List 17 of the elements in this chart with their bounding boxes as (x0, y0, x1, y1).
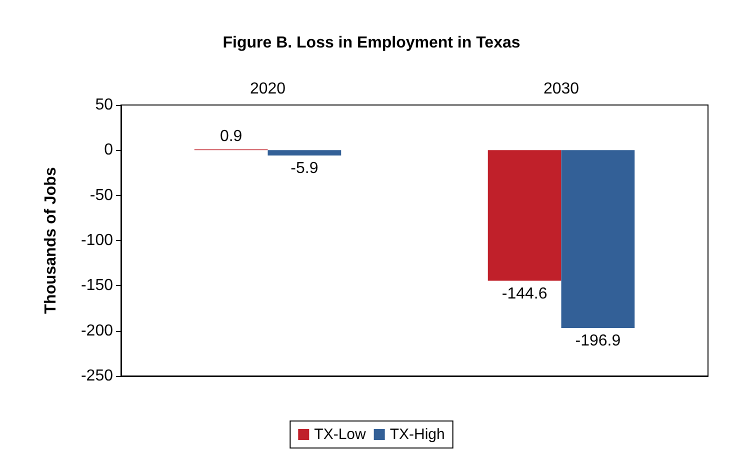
y-tick-label: -150 (80, 277, 114, 294)
legend-label: TX-High (390, 426, 445, 443)
y-tick-label: -200 (80, 322, 114, 340)
data-label: -196.9 (575, 332, 621, 350)
data-label: -5.9 (290, 160, 318, 177)
chart-title: Figure B. Loss in Employment in Texas (222, 34, 520, 52)
y-tick-label: -100 (80, 232, 114, 249)
data-label: 0.9 (220, 128, 242, 145)
data-label: -144.6 (502, 285, 548, 302)
legend-label: TX-Low (314, 426, 366, 443)
y-axis-title: Thousands of Jobs (42, 167, 60, 314)
y-tick-label: 0 (104, 142, 114, 159)
x-tick-label: 2020 (250, 80, 286, 98)
y-tick-label: -250 (80, 368, 114, 384)
y-tick-label: 50 (95, 96, 114, 114)
y-tick-label: -50 (90, 186, 114, 204)
x-tick-label: 2030 (543, 80, 580, 98)
